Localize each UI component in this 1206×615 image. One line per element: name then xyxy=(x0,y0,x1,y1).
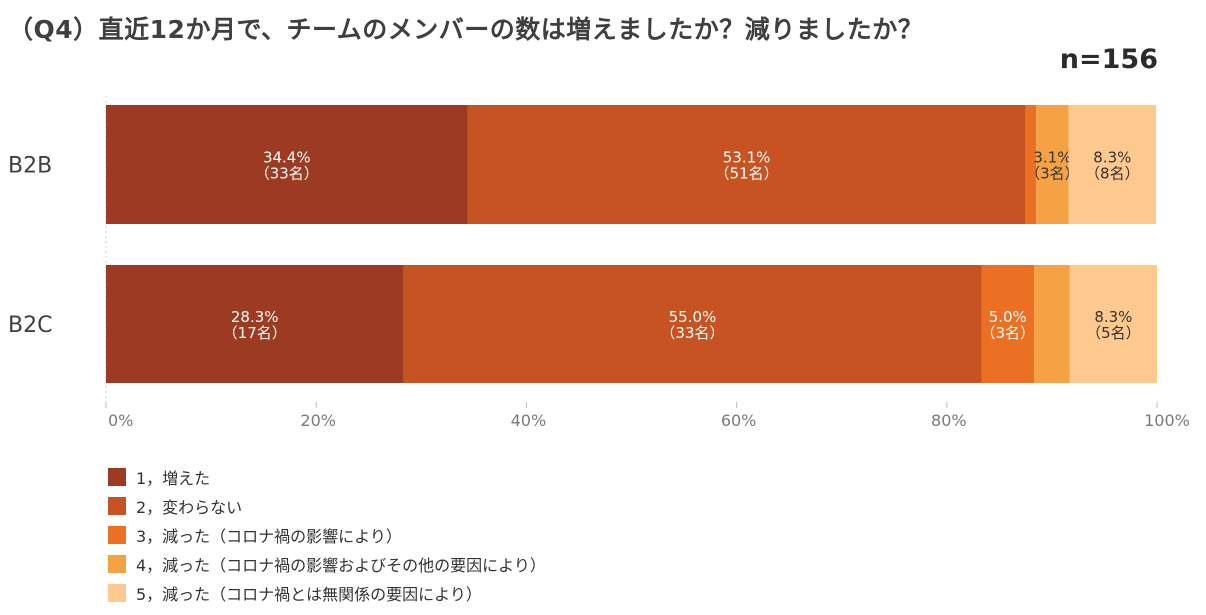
data-label: 5.0% xyxy=(989,308,1027,326)
bar-segment xyxy=(1025,105,1037,224)
legend-label: 5，減った（コロナ禍とは無関係の要因により） xyxy=(136,584,482,604)
data-label: （3名） xyxy=(1025,165,1080,183)
legend-label: 2，変わらない xyxy=(136,497,243,517)
bar-segment xyxy=(106,265,404,383)
legend-item: 1，増えた xyxy=(108,462,546,491)
data-label: 8.3% xyxy=(1093,149,1131,167)
legend-label: 3，減った（コロナ禍の影響により） xyxy=(136,526,402,546)
bar-segment xyxy=(981,265,1035,383)
data-label: 53.1% xyxy=(723,149,771,167)
bar-segment xyxy=(1036,105,1069,224)
legend-swatch xyxy=(108,496,126,515)
legend-swatch xyxy=(108,583,126,602)
legend-item: 3，減った（コロナ禍の影響により） xyxy=(108,520,546,549)
category-label: B2B xyxy=(8,154,52,179)
legend-item: 4，減った（コロナ禍の影響およびその他の要因により） xyxy=(108,549,546,578)
bar-segment xyxy=(403,265,982,383)
legend: 1，増えた 2，変わらない 3，減った（コロナ禍の影響により） 4，減った（コロ… xyxy=(108,462,546,607)
legend-swatch xyxy=(108,467,126,486)
data-label: 8.3% xyxy=(1094,308,1132,326)
data-label: （5名） xyxy=(1086,324,1141,342)
x-tick-label: 60% xyxy=(721,411,757,430)
data-label: （51名） xyxy=(715,165,779,183)
sample-size-label: n=156 xyxy=(1059,44,1158,75)
chart-title: （Q4）直近12か月で、チームのメンバーの数は増えましたか？減りましたか？ xyxy=(8,15,924,44)
x-tick-label: 40% xyxy=(511,411,547,430)
data-label: （33名） xyxy=(255,165,319,183)
bar-segment xyxy=(1068,105,1156,224)
category-label: B2C xyxy=(8,313,52,338)
legend-swatch xyxy=(108,554,126,573)
legend-label: 4，減った（コロナ禍の影響およびその他の要因により） xyxy=(136,555,546,575)
data-label: （8名） xyxy=(1085,165,1140,183)
data-label: 28.3% xyxy=(231,308,279,326)
x-tick-label: 0% xyxy=(108,411,133,430)
bar-segment xyxy=(467,105,1026,224)
legend-item: 5，減った（コロナ禍とは無関係の要因により） xyxy=(108,578,546,607)
data-label: 34.4% xyxy=(263,149,311,167)
x-tick-label: 20% xyxy=(300,411,336,430)
bar-segment xyxy=(106,105,468,224)
legend-item: 2，変わらない xyxy=(108,491,546,520)
data-label: （33名） xyxy=(660,324,724,342)
bar-segment xyxy=(1034,265,1070,383)
data-label: 3.1% xyxy=(1033,149,1071,167)
legend-label: 1，増えた xyxy=(136,468,211,488)
x-tick-label: 100% xyxy=(1144,411,1190,430)
bar-segment xyxy=(1069,265,1157,383)
data-label: 55.0% xyxy=(669,308,717,326)
x-tick-label: 80% xyxy=(931,411,967,430)
legend-swatch xyxy=(108,525,126,544)
data-label: （17名） xyxy=(223,324,287,342)
stacked-bar-chart: B2B 34.4%（33名）53.1%（51名）3.1%（3名）8.3%（8名）B… xyxy=(8,96,1190,430)
data-label: （3名） xyxy=(980,324,1035,342)
